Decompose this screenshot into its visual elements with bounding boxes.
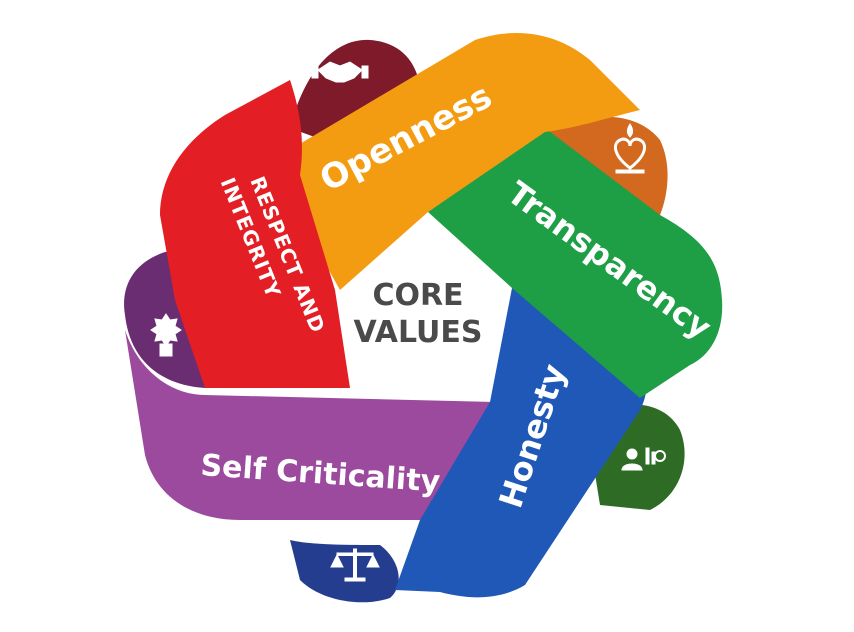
award-ribbon-icon [150, 313, 182, 357]
handshake-icon [311, 61, 369, 83]
center-line-core: CORE [372, 278, 463, 313]
center-line-values: VALUES [354, 315, 483, 350]
scales-icon [330, 548, 380, 582]
heart-candle-icon [613, 123, 647, 174]
band-transparency [428, 128, 723, 398]
fold-honesty [290, 540, 399, 603]
people-chart-icon [621, 447, 666, 471]
band-honesty [395, 288, 647, 598]
band-openness [298, 32, 640, 290]
band-respect-integrity [160, 80, 350, 388]
band-self-criticality [125, 330, 495, 520]
